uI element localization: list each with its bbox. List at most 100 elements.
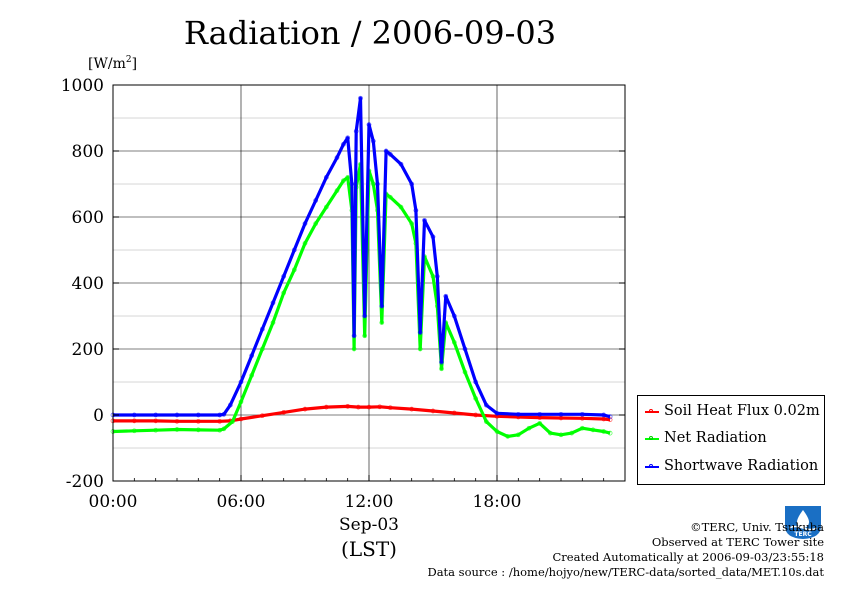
data-point <box>398 204 404 210</box>
series-layer <box>110 95 613 439</box>
data-point <box>430 408 436 414</box>
data-point <box>462 346 468 352</box>
data-point <box>153 418 159 424</box>
chart-title: Radiation / 2006-09-03 <box>183 14 557 52</box>
y-tick-label: 200 <box>72 340 104 360</box>
data-point <box>473 396 479 401</box>
credit-observed: Observed at TERC Tower site <box>651 535 824 549</box>
data-point <box>494 411 500 416</box>
data-point <box>249 373 255 378</box>
data-point <box>238 416 244 422</box>
data-point <box>601 412 607 418</box>
legend-item-net-radiation: Net Radiation <box>638 428 824 450</box>
data-point <box>259 326 265 332</box>
data-point <box>379 303 385 309</box>
data-point <box>131 412 137 418</box>
data-point <box>417 346 423 352</box>
legend-label: Net Radiation <box>664 430 767 446</box>
data-point <box>302 221 308 226</box>
legend-swatch-red <box>645 409 659 413</box>
svg-text:TERC: TERC <box>794 531 812 538</box>
data-point <box>221 411 227 417</box>
data-point <box>345 135 351 141</box>
data-point <box>131 418 137 424</box>
data-point <box>302 406 308 412</box>
data-point <box>217 418 223 424</box>
y-tick-label: -200 <box>66 472 104 492</box>
data-point <box>607 417 613 422</box>
chart-legend: Soil Heat Flux 0.02m Net Radiation Short… <box>637 395 825 485</box>
data-point <box>409 181 415 187</box>
data-point <box>358 95 363 101</box>
data-point <box>238 379 244 385</box>
data-point <box>422 217 427 223</box>
y-tick-label: 800 <box>72 142 104 162</box>
data-point <box>473 379 479 385</box>
credit-data-source: Data source : /home/hojyo/new/TERC-data/… <box>427 565 824 579</box>
series-line <box>113 96 611 419</box>
data-point <box>377 404 383 410</box>
legend-item-shortwave-radiation: Shortwave Radiation <box>638 456 824 478</box>
data-point <box>375 181 380 187</box>
x-tick-label: 00:00 <box>89 492 138 512</box>
data-point <box>417 330 423 335</box>
legend-label: Soil Heat Flux 0.02m <box>664 403 820 419</box>
y-tick-label: 400 <box>72 274 104 294</box>
data-point <box>153 412 159 418</box>
data-point <box>439 359 444 365</box>
data-point <box>259 346 265 352</box>
data-point <box>494 429 500 434</box>
credit-created: Created Automatically at 2006-09-03/23:5… <box>552 550 825 564</box>
data-point <box>334 155 340 160</box>
data-point <box>313 198 319 203</box>
data-point <box>323 204 329 210</box>
data-point <box>601 429 607 434</box>
data-point <box>409 406 415 412</box>
data-point <box>323 175 329 180</box>
legend-swatch-blue <box>645 464 659 468</box>
credit-copyright: ©TERC, Univ. Tsukuba <box>690 520 824 534</box>
data-point <box>483 419 489 424</box>
data-point <box>607 414 613 420</box>
data-point <box>526 425 532 431</box>
x-tick-label: 12:00 <box>345 492 394 512</box>
data-point <box>259 413 265 419</box>
series-line <box>113 404 611 423</box>
data-point <box>270 320 276 325</box>
data-point <box>345 404 351 409</box>
data-point <box>366 122 372 127</box>
data-point <box>537 411 543 417</box>
data-point <box>351 333 357 339</box>
data-point <box>341 142 346 147</box>
data-point <box>217 427 223 433</box>
data-point <box>443 293 449 299</box>
data-point <box>387 194 393 200</box>
data-point <box>227 402 233 408</box>
x-axis-timezone-label: (LST) <box>341 537 397 561</box>
data-point <box>281 274 287 279</box>
x-axis-date-label: Sep-03 <box>339 515 399 535</box>
data-point <box>451 340 457 345</box>
data-point <box>195 427 201 433</box>
data-point <box>195 412 201 418</box>
y-unit-close: ] <box>132 56 137 72</box>
data-point <box>590 427 596 433</box>
data-point <box>238 399 244 405</box>
data-point <box>349 181 355 187</box>
data-point <box>281 410 287 415</box>
data-point <box>230 419 235 424</box>
x-tick-label: 06:00 <box>217 492 266 512</box>
data-point <box>281 290 287 296</box>
y-tick-label: 0 <box>93 406 104 426</box>
data-point <box>379 320 385 325</box>
data-point <box>430 234 436 240</box>
data-point <box>569 430 575 436</box>
series-shortwave-radiation <box>110 95 613 420</box>
data-point <box>473 412 479 418</box>
data-point <box>174 418 180 424</box>
data-point <box>558 432 564 438</box>
data-point <box>387 405 393 411</box>
data-point <box>323 404 329 410</box>
data-point <box>291 267 297 273</box>
y-axis-unit-label: [W/m2] <box>88 55 137 72</box>
